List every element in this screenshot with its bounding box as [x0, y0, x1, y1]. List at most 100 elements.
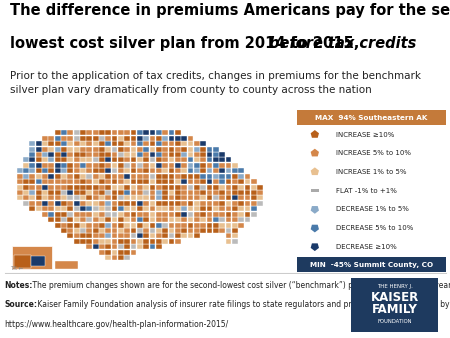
Bar	[86, 141, 92, 146]
Bar	[200, 228, 206, 233]
Bar	[194, 168, 200, 173]
Bar	[143, 195, 149, 200]
Bar	[162, 190, 168, 195]
Bar	[124, 217, 130, 222]
Polygon shape	[310, 167, 319, 175]
Bar	[112, 223, 117, 227]
Bar	[156, 228, 162, 233]
Bar	[68, 179, 73, 184]
Bar	[31, 256, 45, 266]
Bar	[130, 185, 136, 190]
Bar	[80, 136, 86, 141]
Bar	[61, 206, 67, 211]
Bar	[112, 234, 117, 238]
Bar	[86, 228, 92, 233]
Bar	[61, 147, 67, 152]
Bar	[156, 152, 162, 157]
Bar	[17, 174, 22, 179]
Bar	[112, 244, 117, 249]
Bar	[149, 163, 155, 168]
Bar	[181, 234, 187, 238]
Bar	[23, 163, 29, 168]
Bar	[149, 147, 155, 152]
Bar	[175, 136, 181, 141]
Bar	[213, 147, 219, 152]
Bar	[130, 212, 136, 217]
Bar	[175, 223, 181, 227]
Bar	[225, 163, 231, 168]
Bar	[99, 136, 105, 141]
Bar	[29, 190, 35, 195]
Bar	[61, 163, 67, 168]
Bar	[169, 190, 175, 195]
Bar	[181, 163, 187, 168]
Bar	[156, 185, 162, 190]
Bar	[130, 152, 136, 157]
Bar	[238, 179, 244, 184]
Bar	[36, 185, 41, 190]
Bar	[49, 179, 54, 184]
Bar	[162, 152, 168, 157]
Bar	[124, 179, 130, 184]
Bar	[181, 141, 187, 146]
Bar	[105, 152, 111, 157]
Bar	[188, 158, 194, 163]
Bar	[17, 185, 22, 190]
Bar	[68, 174, 73, 179]
Bar	[105, 141, 111, 146]
Text: FLAT -1% to +1%: FLAT -1% to +1%	[336, 188, 396, 194]
Bar	[162, 201, 168, 206]
Bar	[105, 195, 111, 200]
Bar	[80, 223, 86, 227]
Bar	[29, 179, 35, 184]
Bar	[124, 228, 130, 233]
Bar	[156, 179, 162, 184]
Bar	[232, 190, 238, 195]
Bar	[181, 212, 187, 217]
Bar	[80, 228, 86, 233]
Bar	[149, 217, 155, 222]
Bar	[143, 147, 149, 152]
Bar	[80, 130, 86, 135]
Bar	[42, 185, 48, 190]
Bar	[181, 147, 187, 152]
Bar	[238, 195, 244, 200]
Bar	[213, 185, 219, 190]
Bar	[143, 217, 149, 222]
Bar	[143, 174, 149, 179]
Bar	[99, 147, 105, 152]
Bar	[162, 228, 168, 233]
Bar	[175, 239, 181, 244]
Bar	[130, 174, 136, 179]
Bar	[80, 217, 86, 222]
Bar	[156, 201, 162, 206]
Bar	[175, 228, 181, 233]
Bar	[23, 179, 29, 184]
Bar	[194, 223, 200, 227]
Bar	[175, 147, 181, 152]
Bar	[130, 179, 136, 184]
Bar	[244, 195, 250, 200]
Bar	[105, 147, 111, 152]
Bar	[297, 110, 446, 125]
Bar	[86, 174, 92, 179]
Bar	[149, 206, 155, 211]
Bar	[61, 174, 67, 179]
Bar	[68, 228, 73, 233]
Bar	[61, 201, 67, 206]
Bar	[99, 158, 105, 163]
Bar	[149, 185, 155, 190]
Bar	[105, 234, 111, 238]
Bar	[118, 190, 124, 195]
Bar	[74, 206, 80, 211]
Bar	[124, 174, 130, 179]
Bar	[225, 206, 231, 211]
Bar	[257, 185, 263, 190]
Bar	[238, 206, 244, 211]
Bar	[36, 152, 41, 157]
Bar	[251, 179, 256, 184]
Bar	[156, 158, 162, 163]
Bar	[49, 141, 54, 146]
Bar	[225, 185, 231, 190]
Text: MAX  94% Southeastern AK: MAX 94% Southeastern AK	[315, 115, 428, 121]
